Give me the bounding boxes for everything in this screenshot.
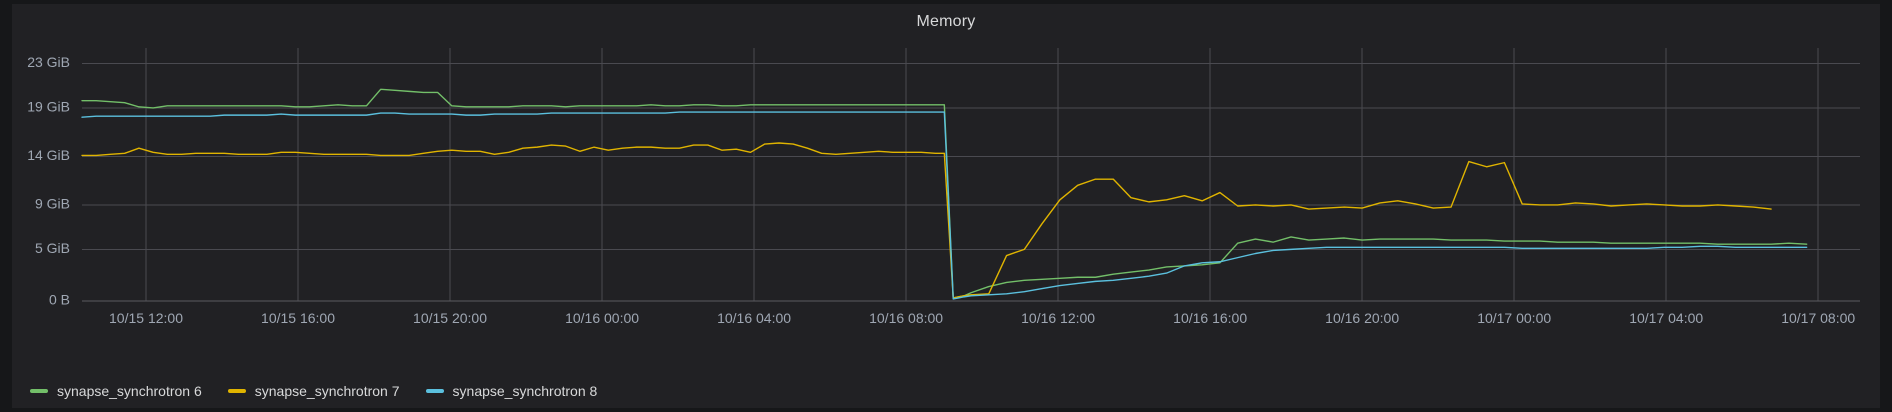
legend-color-swatch: [425, 389, 444, 393]
x-tick-label: 10/16 12:00: [1021, 310, 1095, 326]
x-tick-label: 10/17 04:00: [1629, 310, 1703, 326]
y-tick-label: 5 GiB: [35, 240, 70, 256]
panel-title: Memory: [916, 13, 976, 30]
legend-color-swatch: [227, 389, 246, 393]
chart-legend[interactable]: synapse_synchrotron 6 synapse_synchrotron…: [30, 380, 623, 402]
series-line-2: [81, 142, 1772, 299]
x-tick-label: 10/16 16:00: [1173, 310, 1247, 326]
y-axis-ticks: 0 B 5 GiB 9 GiB 14 GiB 19 GiB 23 GiB: [27, 54, 70, 308]
legend-item[interactable]: synapse_synchrotron 7: [227, 383, 400, 399]
x-tick-label: 10/16 08:00: [869, 310, 943, 326]
plot-area[interactable]: 0 B 5 GiB 9 GiB 14 GiB 19 GiB 23 GiB 10/15 12…: [12, 36, 1880, 346]
x-tick-label: 10/16 04:00: [717, 310, 791, 326]
y-tick-label: 23 GiB: [27, 54, 70, 70]
x-axis-ticks: 10/15 12:00 10/15 16:00 10/15 20:00 10/16 0…: [109, 310, 1855, 326]
x-tick-label: 10/17 00:00: [1477, 310, 1551, 326]
x-tick-label: 10/15 20:00: [413, 310, 487, 326]
y-tick-label: 14 GiB: [27, 147, 70, 163]
legend-color-swatch: [30, 389, 48, 393]
series-line-3: [81, 111, 1808, 300]
x-tick-label: 10/16 00:00: [565, 310, 639, 326]
legend-label: synapse_synchrotron 8: [452, 383, 598, 399]
y-tick-label: 0 B: [49, 292, 70, 308]
x-tick-label: 10/16 20:00: [1325, 310, 1399, 326]
x-tick-label: 10/15 12:00: [109, 310, 183, 326]
x-tick-label: 10/15 16:00: [261, 310, 335, 326]
x-tick-label: 10/17 08:00: [1781, 310, 1855, 326]
series-layer: [81, 88, 1808, 300]
legend-item[interactable]: synapse_synchrotron 6: [30, 383, 202, 399]
series-line-1: [81, 88, 1808, 299]
timeseries-chart[interactable]: 0 B 5 GiB 9 GiB 14 GiB 19 GiB 23 GiB 10/15 12…: [12, 36, 1880, 346]
grid-layer: [82, 48, 1860, 302]
legend-label: synapse_synchrotron 7: [254, 383, 400, 399]
y-tick-label: 9 GiB: [35, 196, 70, 212]
legend-label: synapse_synchrotron 6: [57, 383, 202, 399]
legend-item[interactable]: synapse_synchrotron 8: [425, 383, 598, 399]
y-tick-label: 19 GiB: [27, 99, 70, 115]
